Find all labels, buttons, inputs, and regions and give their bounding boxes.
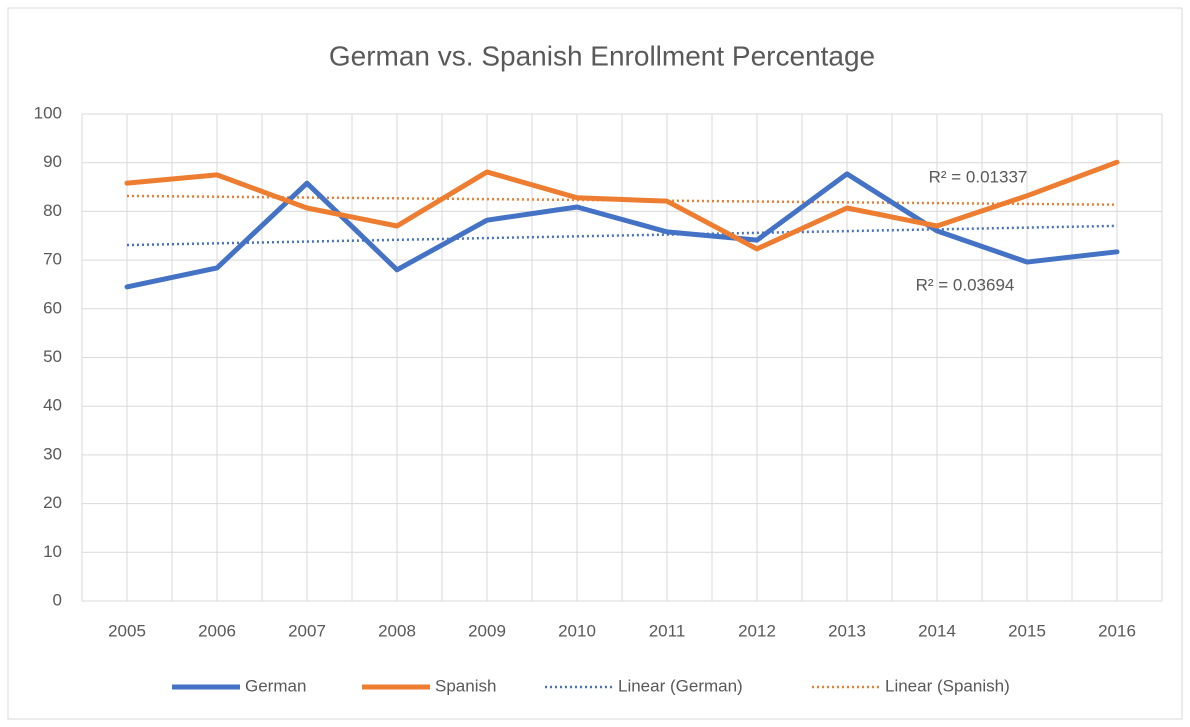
x-tick-label: 2016: [1098, 621, 1136, 640]
x-tick-label: 2012: [738, 621, 776, 640]
legend-label: Spanish: [435, 676, 496, 695]
y-tick-label: 0: [53, 590, 62, 609]
legend-label: Linear (German): [618, 676, 743, 695]
chart-frame: [7, 7, 1183, 720]
x-tick-label: 2007: [288, 621, 326, 640]
x-tick-label: 2011: [649, 621, 686, 640]
x-tick-label: 2010: [558, 621, 596, 640]
legend-label: German: [245, 676, 306, 695]
y-tick-label: 50: [43, 347, 62, 366]
y-tick-label: 70: [43, 250, 62, 269]
r-squared-label: R² = 0.01337: [929, 167, 1028, 186]
series-line: [124, 171, 1120, 290]
x-tick-label: 2005: [108, 621, 146, 640]
y-tick-label: 40: [43, 396, 62, 415]
y-tick-label: 10: [43, 542, 62, 561]
x-tick-label: 2008: [378, 621, 416, 640]
x-tick-label: 2009: [468, 621, 506, 640]
y-tick-label: 60: [43, 298, 62, 317]
y-tick-label: 20: [43, 493, 62, 512]
x-tick-label: 2006: [198, 621, 236, 640]
r-squared-label: R² = 0.03694: [916, 275, 1015, 294]
y-tick-label: 80: [43, 201, 62, 220]
legend-label: Linear (Spanish): [885, 676, 1010, 695]
chart-title: German vs. Spanish Enrollment Percentage: [329, 40, 875, 71]
x-tick-label: 2013: [828, 621, 866, 640]
x-tick-label: 2015: [1008, 621, 1046, 640]
series-line: [124, 159, 1120, 252]
x-tick-label: 2014: [918, 621, 956, 640]
y-tick-label: 30: [43, 444, 62, 463]
y-tick-label: 90: [43, 152, 62, 171]
y-tick-label: 100: [34, 103, 62, 122]
trendline: [126, 224, 1118, 247]
